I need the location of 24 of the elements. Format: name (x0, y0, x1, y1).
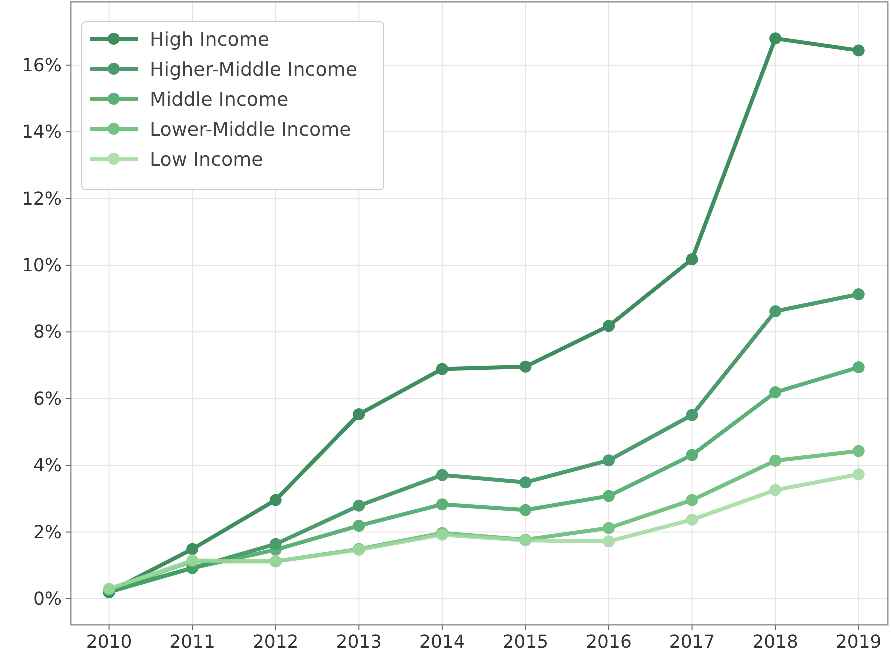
x-tick-label: 2010 (86, 632, 132, 653)
x-tick-label: 2015 (502, 632, 549, 653)
y-tick-label: 4% (33, 456, 62, 477)
y-tick-label: 2% (33, 522, 62, 544)
legend-label: High Income (150, 29, 270, 51)
x-tick-label: 2017 (669, 632, 716, 653)
legend-label: Lower-Middle Income (150, 119, 352, 141)
y-tick-label: 10% (22, 255, 62, 276)
x-tick-label: 2019 (836, 632, 882, 653)
legend-label: Low Income (150, 149, 264, 171)
y-tick-label: 16% (22, 55, 62, 76)
legend-label: Higher-Middle Income (150, 59, 358, 81)
y-tick-label: 6% (33, 388, 62, 410)
y-tick-label: 0% (33, 588, 62, 610)
y-tick-label: 14% (22, 122, 62, 144)
x-tick-label: 2018 (752, 632, 798, 653)
y-tick-label: 12% (22, 188, 62, 210)
x-tick-label: 2011 (170, 632, 216, 653)
legend-label: Middle Income (150, 89, 289, 111)
x-tick-label: 2016 (586, 632, 632, 653)
x-tick-label: 2012 (252, 632, 299, 653)
x-tick-label: 2013 (336, 632, 382, 653)
y-tick-label: 8% (33, 322, 62, 344)
x-tick-label: 2014 (420, 632, 466, 653)
